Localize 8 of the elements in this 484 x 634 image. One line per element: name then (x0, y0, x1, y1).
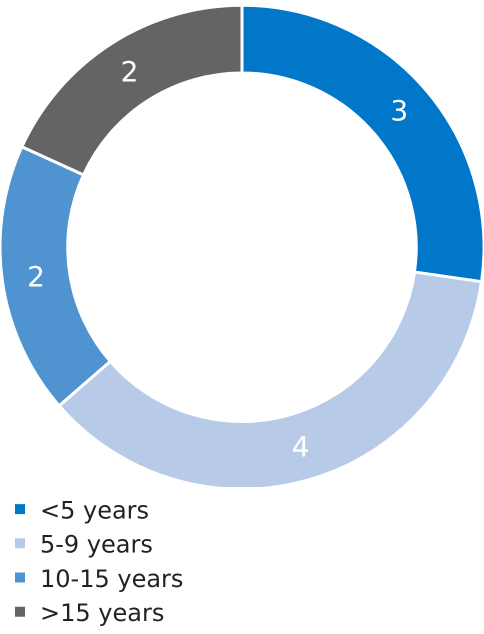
legend-label: 10-15 years (40, 564, 184, 593)
legend-label: >15 years (40, 599, 164, 628)
data-label: 2 (27, 260, 45, 294)
data-label: 4 (292, 430, 310, 464)
legend-label: <5 years (40, 496, 150, 524)
legend-label: 5-9 years (40, 530, 153, 559)
data-label: 2 (120, 56, 138, 89)
data-label: 3 (390, 94, 408, 128)
